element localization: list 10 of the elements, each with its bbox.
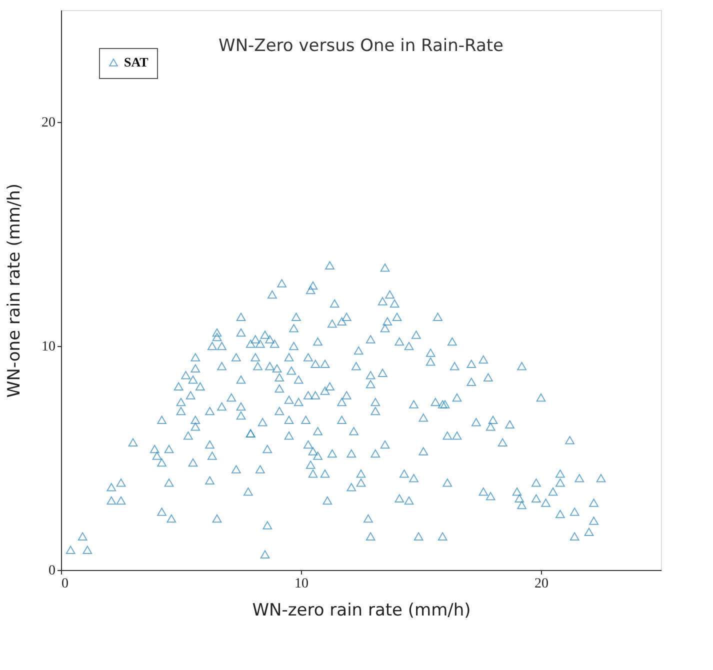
y-tick-label: 20 <box>42 116 56 130</box>
text: WN-Zero versus One in Rain-Rate <box>218 36 504 56</box>
x-tick-label: 10 <box>294 576 308 592</box>
legend-label: SAT <box>124 54 149 70</box>
y-axis-title: WN-one rain rate (mm/h) <box>4 183 24 398</box>
x-tick-label: 0 <box>62 576 68 592</box>
y-tick-label: 10 <box>42 340 56 354</box>
x-tick-label: 20 <box>534 576 548 592</box>
y-tick-label: 0 <box>48 564 56 578</box>
x-axis-title: WN-zero rain rate (mm/h) <box>252 600 471 620</box>
